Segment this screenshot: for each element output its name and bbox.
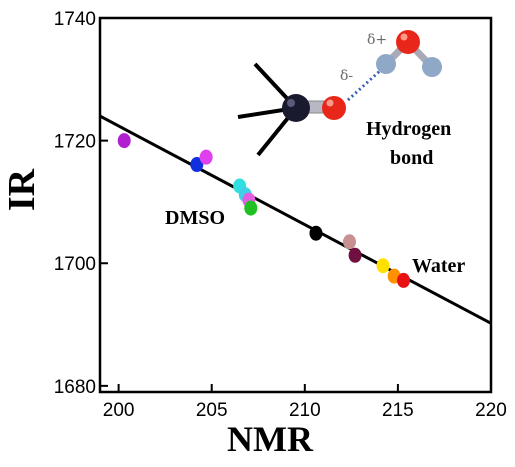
dmso-oxygen-highlight bbox=[326, 99, 334, 107]
y-tick-label-1740: 1740 bbox=[54, 9, 96, 30]
y-tick-label-1720: 1720 bbox=[54, 132, 96, 153]
dmso-label: DMSO bbox=[165, 207, 225, 229]
fit-line-layer bbox=[99, 114, 492, 325]
ticks-layer: 200 205 210 215 220 1680 1700 1720 1740 bbox=[54, 9, 507, 421]
x-tick-label-200: 200 bbox=[103, 400, 135, 421]
data-point-8 bbox=[309, 225, 323, 241]
water-hydrogen-atom-right bbox=[422, 57, 442, 77]
y-tick-label-1680: 1680 bbox=[54, 377, 96, 398]
x-tick-label-210: 210 bbox=[289, 400, 321, 421]
x-tick-label-205: 205 bbox=[196, 400, 228, 421]
water-oxygen-atom bbox=[396, 30, 420, 54]
hydrogen-bond-label-line1: Hydrogen bbox=[366, 118, 451, 140]
sulfur-atom-highlight bbox=[287, 99, 295, 107]
x-tick-label-215: 215 bbox=[382, 400, 414, 421]
linear-fit-line bbox=[99, 114, 492, 325]
data-point-11 bbox=[376, 258, 390, 274]
hydrogen-bond-label-line2: bond bbox=[390, 147, 433, 169]
data-point-10 bbox=[348, 247, 362, 263]
data-point-2 bbox=[190, 157, 204, 173]
delta-plus-label: δ+ bbox=[367, 32, 387, 48]
x-axis-title: NMR bbox=[227, 419, 314, 459]
data-point-7 bbox=[244, 200, 258, 216]
molecule-inset: δ- δ+ bbox=[237, 30, 442, 157]
water-label: Water bbox=[412, 255, 465, 277]
y-tick-label-1700: 1700 bbox=[54, 254, 96, 275]
sulfur-atom bbox=[282, 94, 310, 122]
delta-minus-label: δ- bbox=[340, 68, 353, 84]
data-point-3 bbox=[199, 149, 213, 165]
water-hydrogen-atom-left bbox=[376, 54, 396, 74]
data-points-layer bbox=[117, 133, 410, 288]
data-point-1 bbox=[117, 133, 131, 149]
data-point-13 bbox=[396, 272, 410, 288]
water-oxygen-highlight bbox=[400, 33, 408, 41]
y-axis-title: IR bbox=[1, 168, 43, 211]
plot-frame bbox=[98, 16, 493, 394]
data-point-9 bbox=[342, 234, 356, 250]
dmso-oxygen-atom bbox=[322, 96, 346, 120]
x-tick-label-220: 220 bbox=[475, 400, 507, 421]
